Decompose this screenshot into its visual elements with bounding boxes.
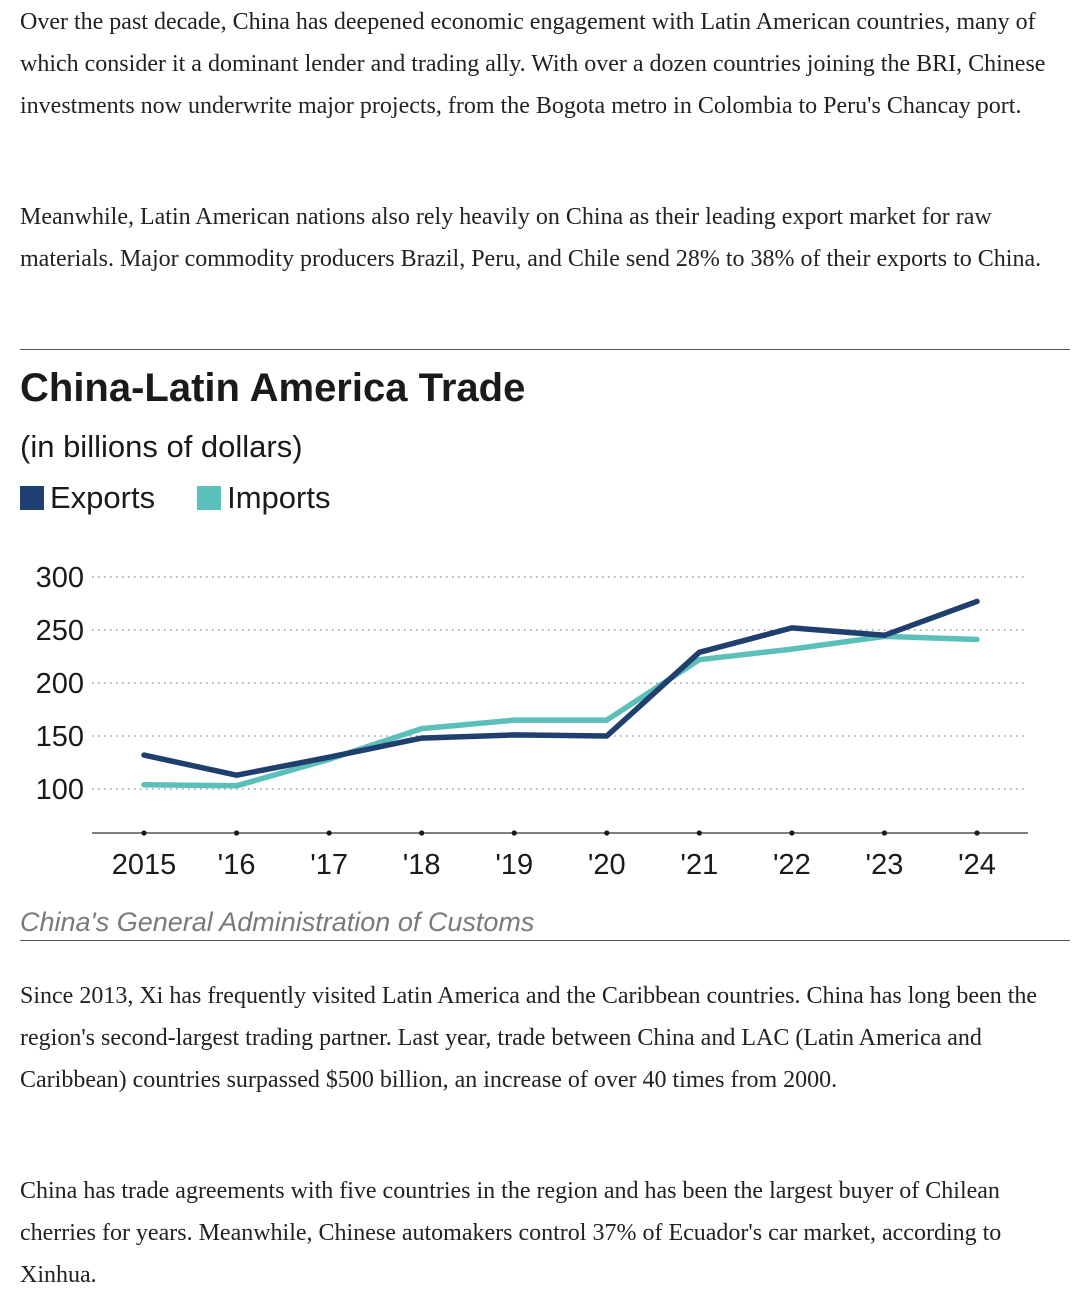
paragraph-export-market: Meanwhile, Latin American nations also r…	[20, 204, 1042, 272]
paragraph-xi-visits: Since 2013, Xi has frequently visited La…	[20, 983, 1038, 1093]
x-tick-mark-1	[233, 830, 240, 836]
x-tick-mark-9	[974, 830, 980, 836]
paragraph-china-engagement: Over the past decade, China has deepened…	[20, 9, 1046, 119]
x-tick-label-8: '23	[866, 849, 904, 881]
y-tick-label-150: 150	[36, 721, 84, 753]
legend-item-exports: Exports	[20, 480, 155, 516]
x-tick-mark-5	[604, 830, 610, 836]
x-tick-mark-8	[881, 830, 888, 836]
x-tick-mark-7	[789, 830, 795, 836]
series-line-imports	[141, 633, 980, 789]
y-tick-label-100: 100	[36, 774, 84, 806]
x-tick-mark-6	[696, 830, 702, 836]
chart-bottom-divider	[20, 940, 1070, 941]
x-tick-label-2: '17	[310, 849, 348, 881]
legend-swatch-imports	[197, 486, 222, 510]
legend-label-exports: Exports	[50, 480, 156, 515]
x-tick-label-5: '20	[588, 849, 626, 881]
x-tick-label-9: '24	[958, 849, 996, 881]
chart-title: China-Latin America Trade	[20, 366, 526, 410]
x-tick-label-1: '16	[218, 849, 256, 881]
x-tick-mark-3	[419, 830, 425, 836]
chart-legend: Exports Imports	[20, 478, 372, 518]
chart-source: China's General Administration of Custom…	[20, 907, 535, 937]
x-tick-mark-2	[326, 830, 332, 836]
trade-line-chart: 100 150 200 250 300 2015 '16 '17 '18 '19 '20 '21 '22…	[36, 562, 1028, 881]
chart-subtitle: (in billions of dollars)	[20, 429, 303, 464]
chart-top-divider	[20, 349, 1070, 350]
legend-swatch-exports	[20, 486, 44, 510]
series-line-exports	[141, 598, 980, 778]
x-tick-label-0: 2015	[112, 849, 177, 881]
legend-label-imports: Imports	[227, 480, 331, 515]
x-tick-label-7: '22	[773, 849, 811, 881]
x-tick-mark-0	[141, 830, 147, 836]
x-tick-label-3: '18	[403, 849, 441, 881]
x-tick-label-4: '19	[495, 849, 533, 881]
y-tick-label-300: 300	[36, 562, 84, 594]
x-tick-mark-4	[511, 830, 517, 836]
y-tick-label-200: 200	[36, 668, 84, 700]
y-tick-label-250: 250	[36, 615, 84, 647]
legend-item-imports: Imports	[197, 480, 330, 516]
paragraph-trade-agreements: China has trade agreements with five cou…	[20, 1178, 1002, 1288]
x-tick-label-6: '21	[680, 849, 718, 881]
